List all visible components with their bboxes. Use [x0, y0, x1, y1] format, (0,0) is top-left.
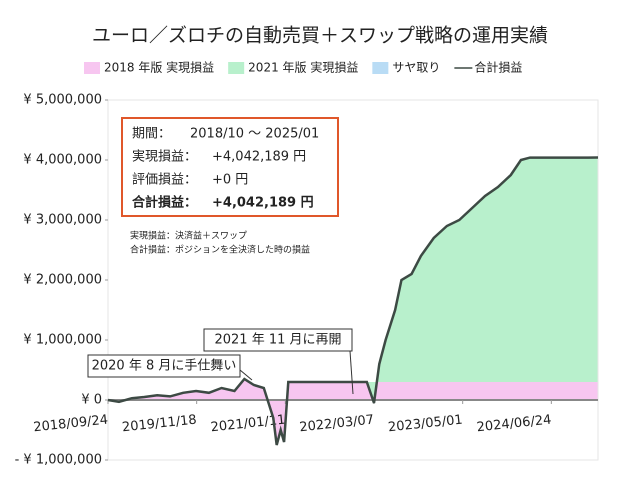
- info-value: 2018/10 〜 2025/01: [190, 127, 319, 142]
- y-tick-label: ¥ 1,000,000: [23, 333, 102, 348]
- area: [108, 379, 598, 445]
- chart-title: ユーロ／ズロチの自動売買＋スワップ戦略の運用実績: [92, 25, 548, 47]
- legend-label: サヤ取り: [392, 61, 440, 75]
- legend-label: 2018 年版 実現損益: [104, 60, 214, 75]
- y-tick-label: ¥ 3,000,000: [23, 213, 102, 228]
- info-note: 合計損益：ポジションを全決済した時の損益: [130, 244, 310, 256]
- legend-label: 合計損益: [474, 60, 522, 75]
- legend-swatch: [372, 62, 389, 74]
- y-tick-label: ¥ 0: [81, 393, 102, 408]
- x-tick-label: 2019/11/18: [121, 413, 197, 436]
- legend-label: 2021 年版 実現損益: [248, 60, 358, 75]
- y-tick-label: ¥ 5,000,000: [23, 93, 102, 108]
- annotation-arrow: [239, 369, 253, 381]
- info-box-frame: [121, 117, 339, 217]
- annotation-text: 2021 年 11 月に再開: [214, 333, 341, 348]
- y-tick-label: ¥ 2,000,000: [23, 273, 102, 288]
- info-note: 実現損益：決済益＋スワップ: [130, 230, 247, 242]
- annotation: 2021 年 11 月に再開 2020 年 8 月に手仕舞い: [87, 328, 354, 395]
- y-tick-label: ¥ 4,000,000: [23, 153, 102, 168]
- info-value: +4,042,189 円: [212, 196, 314, 211]
- x-tick-label: 2022/03/07: [299, 413, 375, 436]
- info-label: 合計損益：: [132, 195, 197, 211]
- info-value: +0 円: [212, 173, 248, 188]
- info-label: 実現損益：: [132, 149, 197, 165]
- annotation-box: [203, 328, 353, 352]
- info-label: 期間：: [132, 127, 171, 142]
- annotation-text: 2020 年 8 月に手仕舞い: [92, 359, 237, 374]
- annotation-box: [87, 354, 241, 378]
- info-label: 評価損益：: [132, 173, 197, 188]
- y-tick-label: - ¥ 1,000,000: [15, 453, 102, 468]
- area: [108, 157, 598, 445]
- x-tick-label: 2023/05/01: [387, 413, 463, 436]
- info-box: 期間： 2018/10 〜 2025/01 実現損益： +4,042,189 円評価損…: [121, 117, 339, 217]
- legend-swatch: [84, 62, 100, 74]
- info-value: +4,042,189 円: [212, 150, 306, 165]
- x-tick-label: 2018/09/24: [33, 413, 109, 436]
- legend-swatch: [228, 62, 245, 74]
- annotation-arrow: [349, 350, 354, 395]
- line: [107, 156, 599, 446]
- x-tick-label: 2024/06/24: [476, 413, 552, 436]
